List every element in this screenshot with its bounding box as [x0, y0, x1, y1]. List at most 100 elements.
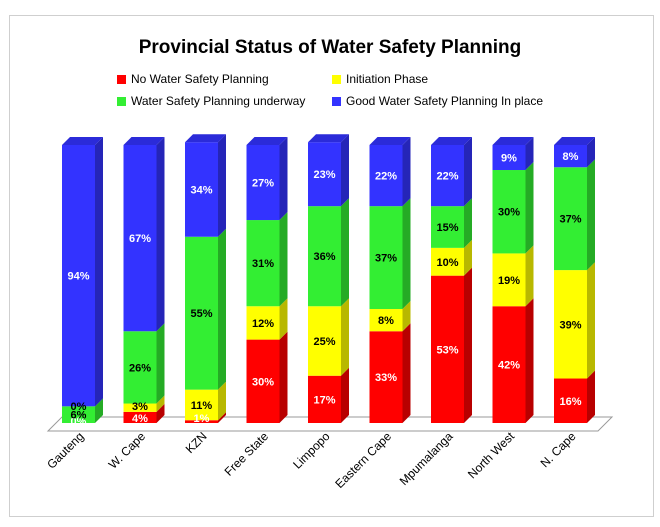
bar-segment-side	[587, 159, 595, 271]
data-label: 30%	[498, 207, 520, 219]
x-tick-label: N. Cape	[538, 429, 579, 470]
bar-segment	[62, 406, 95, 423]
bar-segment-side	[525, 162, 534, 254]
data-label: 23%	[313, 169, 335, 181]
bar-segment	[123, 331, 157, 404]
data-label: 55%	[190, 308, 212, 320]
bar-segment	[185, 420, 218, 423]
bar-segment-side	[279, 137, 288, 221]
data-label: 31%	[252, 258, 274, 270]
x-tick-label: Mpumalanga	[397, 429, 456, 488]
bar-segment-side	[587, 137, 595, 168]
data-label: 25%	[313, 336, 335, 348]
bar-segment-side	[341, 198, 349, 307]
chart-title: Provincial Status of Water Safety Planni…	[139, 37, 522, 58]
data-label: 6%	[71, 410, 87, 422]
data-label: 42%	[498, 360, 520, 372]
bar-segment-side	[402, 323, 411, 423]
bar-segment	[185, 389, 218, 421]
legend-swatch	[117, 97, 126, 106]
bar-segment	[431, 206, 464, 248]
data-label: 37%	[559, 214, 581, 226]
bar-segment	[554, 145, 587, 168]
data-label: 37%	[375, 253, 397, 265]
bars	[62, 134, 595, 423]
data-label: 9%	[501, 153, 517, 165]
data-label: 12%	[252, 318, 274, 330]
bar-segment-side	[464, 137, 472, 207]
bar-segment	[554, 270, 587, 379]
x-tick-label: KZN	[183, 429, 210, 456]
bar-segment	[308, 142, 341, 207]
data-label: 22%	[436, 171, 458, 183]
bar-segment-side	[218, 228, 226, 390]
legend-swatch	[332, 75, 341, 84]
data-label: 15%	[436, 222, 458, 234]
data-label: 4%	[132, 413, 148, 425]
legend-label: Initiation Phase	[346, 72, 428, 86]
bar-top	[185, 134, 226, 143]
bar-segment-side	[95, 398, 103, 423]
bar-segment-side	[525, 245, 534, 307]
bar-segment	[123, 403, 157, 412]
bar-segment	[246, 339, 280, 423]
bar-top	[123, 137, 165, 145]
data-label: 16%	[559, 396, 581, 408]
x-tick-label: Limpopo	[290, 429, 333, 472]
bar-segment	[308, 206, 341, 307]
bar-top	[62, 137, 103, 145]
data-label: 0%	[71, 401, 87, 413]
data-label: 30%	[252, 376, 274, 388]
x-axis-ticks: Gauteng W. Cape KZN Free State Limpopo Easter…	[44, 429, 579, 491]
data-labels: 0% 0%6% 94% 4%3% 26% 67% 1%11% 55% 34% 30% 12% 31% 2…	[67, 151, 581, 428]
bar-segment	[431, 247, 464, 276]
data-label: 27%	[252, 178, 274, 190]
bar-segment-side	[341, 367, 349, 423]
bar-segment	[431, 275, 464, 423]
legend-label: No Water Safety Planning	[131, 72, 269, 86]
data-label: 17%	[313, 394, 335, 406]
bar-segment	[369, 206, 403, 310]
bar-segment	[185, 236, 218, 390]
bar-segment	[369, 331, 403, 423]
bar-segment	[554, 167, 587, 271]
data-label: 22%	[375, 171, 397, 183]
bar-segment-side	[156, 395, 165, 412]
bar-segment-side	[218, 381, 226, 421]
bar-segment-side	[279, 212, 288, 307]
bar-top	[308, 134, 349, 143]
bar-top	[369, 137, 411, 145]
bar-segment	[185, 142, 218, 237]
bar-segment-side	[156, 323, 165, 404]
legend-swatch	[117, 75, 126, 84]
bar-segment	[123, 145, 157, 332]
x-tick-label: North West	[465, 429, 518, 482]
bar-segment-side	[402, 198, 411, 310]
data-label: 94%	[67, 271, 89, 283]
bar-segment-side	[402, 301, 411, 332]
x-tick-label: Eastern Cape	[332, 429, 394, 491]
bar-segment	[123, 411, 157, 423]
data-label: 1%	[194, 413, 210, 425]
bar-segment-side	[218, 134, 226, 237]
bar-segment-side	[95, 137, 103, 407]
bar-segment	[492, 145, 526, 171]
bar-segment-side	[341, 298, 349, 376]
bar-segment-side	[279, 331, 288, 423]
legend-label: Water Safety Planning underway	[131, 94, 305, 108]
x-tick-label: Gauteng	[44, 429, 86, 471]
bar-segment-side	[464, 198, 472, 248]
bar-segment	[246, 306, 280, 340]
bar-segment	[62, 145, 95, 407]
bar-segment	[369, 309, 403, 332]
bar-segment	[246, 145, 280, 221]
legend-label: Good Water Safety Planning In place	[346, 94, 543, 108]
bar-segment-side	[464, 239, 472, 276]
data-label: 67%	[129, 233, 151, 245]
bar-segment-side	[525, 298, 534, 423]
bar-segment	[492, 253, 526, 307]
bar-segment-side	[279, 298, 288, 340]
data-label: 26%	[129, 362, 151, 374]
legend-swatch	[332, 97, 341, 106]
data-label: 3%	[132, 401, 148, 413]
